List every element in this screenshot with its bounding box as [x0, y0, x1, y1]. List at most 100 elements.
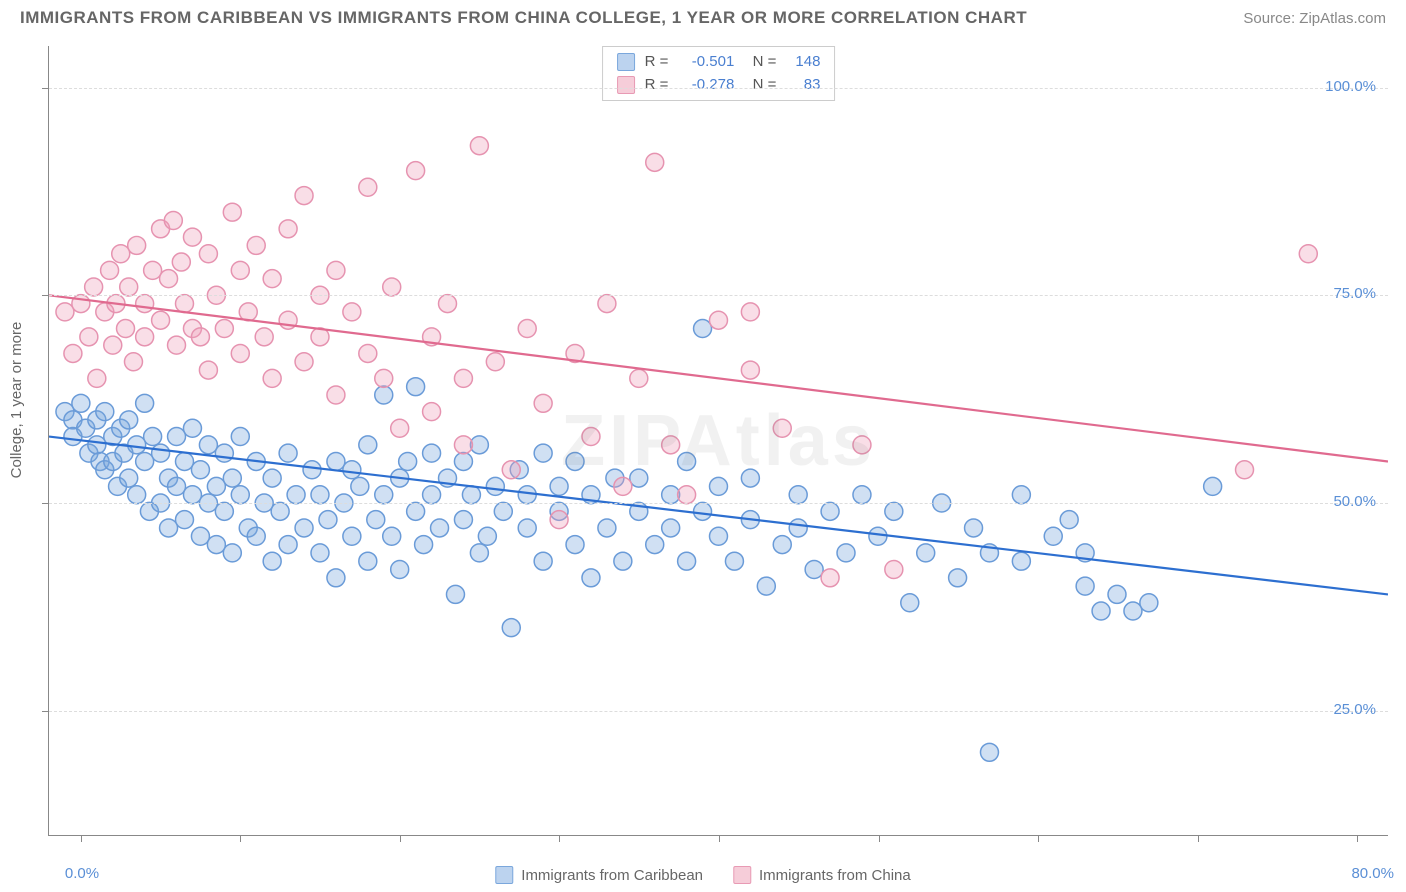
data-point-china [773, 419, 791, 437]
data-point-china [104, 336, 122, 354]
data-point-caribbean [367, 511, 385, 529]
data-point-china [646, 153, 664, 171]
data-point-china [164, 212, 182, 230]
source-prefix: Source: [1243, 10, 1299, 27]
r-value-caribbean: -0.501 [678, 51, 734, 74]
data-point-china [375, 369, 393, 387]
y-tick [42, 88, 49, 89]
data-point-caribbean [853, 486, 871, 504]
data-point-china [101, 261, 119, 279]
data-point-caribbean [191, 527, 209, 545]
data-point-china [88, 369, 106, 387]
data-point-caribbean [566, 452, 584, 470]
data-point-china [80, 328, 98, 346]
chart-plot-area: ZIPAtlas R =-0.501 N =148R =-0.278 N =83… [48, 46, 1388, 836]
data-point-china [486, 353, 504, 371]
data-point-china [160, 270, 178, 288]
data-point-china [136, 295, 154, 313]
data-point-caribbean [949, 569, 967, 587]
data-point-caribbean [478, 527, 496, 545]
data-point-china [502, 461, 520, 479]
data-point-caribbean [207, 536, 225, 554]
data-point-caribbean [128, 436, 146, 454]
data-point-caribbean [678, 552, 696, 570]
grid-line [49, 711, 1388, 712]
data-point-china [112, 245, 130, 263]
stats-row-caribbean: R =-0.501 N =148 [617, 51, 821, 74]
data-point-caribbean [168, 428, 186, 446]
scatter-plot-svg [49, 46, 1388, 835]
data-point-caribbean [375, 486, 393, 504]
data-point-china [136, 328, 154, 346]
grid-line [49, 88, 1388, 89]
source-link[interactable]: ZipAtlas.com [1299, 10, 1386, 27]
x-tick [719, 835, 720, 842]
data-point-china [183, 228, 201, 246]
data-point-china [263, 270, 281, 288]
y-tick-label: 50.0% [1333, 493, 1376, 510]
data-point-caribbean [1204, 477, 1222, 495]
data-point-caribbean [231, 428, 249, 446]
y-tick [42, 711, 49, 712]
data-point-caribbean [223, 544, 241, 562]
data-point-caribbean [1060, 511, 1078, 529]
data-point-caribbean [789, 486, 807, 504]
data-point-china [359, 178, 377, 196]
data-point-china [223, 203, 241, 221]
data-point-china [247, 236, 265, 254]
data-point-caribbean [96, 403, 114, 421]
data-point-china [391, 419, 409, 437]
data-point-caribbean [311, 486, 329, 504]
data-point-caribbean [223, 469, 241, 487]
data-point-china [117, 320, 135, 338]
data-point-caribbean [1012, 552, 1030, 570]
legend-item-china: Immigrants from China [733, 866, 911, 884]
data-point-caribbean [136, 452, 154, 470]
data-point-caribbean [231, 486, 249, 504]
data-point-caribbean [1108, 585, 1126, 603]
data-point-caribbean [821, 502, 839, 520]
data-point-caribbean [518, 519, 536, 537]
legend-item-caribbean: Immigrants from Caribbean [495, 866, 703, 884]
data-point-caribbean [965, 519, 983, 537]
data-point-caribbean [709, 477, 727, 495]
data-point-caribbean [534, 552, 552, 570]
data-point-caribbean [144, 428, 162, 446]
data-point-caribbean [319, 511, 337, 529]
data-point-caribbean [88, 436, 106, 454]
data-point-caribbean [359, 552, 377, 570]
data-point-caribbean [486, 477, 504, 495]
data-point-china [175, 295, 193, 313]
data-point-caribbean [72, 394, 90, 412]
data-point-caribbean [271, 502, 289, 520]
x-tick-label: 0.0% [65, 865, 99, 882]
data-point-caribbean [415, 536, 433, 554]
data-point-caribbean [598, 519, 616, 537]
data-point-caribbean [1092, 602, 1110, 620]
data-point-caribbean [295, 519, 313, 537]
x-tick [559, 835, 560, 842]
data-point-china [534, 394, 552, 412]
data-point-caribbean [1124, 602, 1142, 620]
data-point-caribbean [502, 619, 520, 637]
data-point-caribbean [215, 502, 233, 520]
y-tick-label: 25.0% [1333, 701, 1376, 718]
data-point-caribbean [175, 452, 193, 470]
x-tick [1198, 835, 1199, 842]
r-label: R = [645, 51, 669, 74]
stats-row-china: R =-0.278 N =83 [617, 74, 821, 97]
n-label: N = [744, 51, 776, 74]
data-point-china [582, 428, 600, 446]
data-point-caribbean [375, 386, 393, 404]
x-tick [240, 835, 241, 842]
x-tick [81, 835, 82, 842]
data-point-caribbean [383, 527, 401, 545]
data-point-china [120, 278, 138, 296]
data-point-china [343, 303, 361, 321]
data-point-china [359, 344, 377, 362]
data-point-caribbean [263, 552, 281, 570]
chart-title: IMMIGRANTS FROM CARIBBEAN VS IMMIGRANTS … [20, 8, 1027, 28]
data-point-caribbean [183, 486, 201, 504]
data-point-china [383, 278, 401, 296]
source-credit: Source: ZipAtlas.com [1243, 10, 1386, 27]
